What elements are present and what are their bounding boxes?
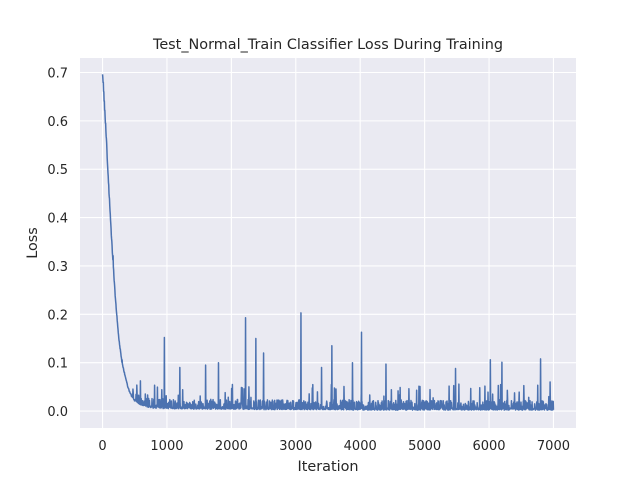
x-tick-label: 2000	[215, 439, 248, 454]
tick-labels: 0 1000 2000 3000 4000 5000 6000 7000 0.0 0.1 0.2 0.…	[47, 67, 570, 454]
grid	[80, 58, 576, 428]
x-axis-label: Iteration	[297, 459, 358, 475]
y-tick-label: 0.7	[47, 67, 68, 82]
y-tick-label: 0.6	[47, 115, 68, 130]
y-tick-label: 0.1	[47, 357, 68, 372]
loss-series-line	[101, 74, 555, 411]
data-layer	[101, 74, 555, 411]
x-tick-label: 6000	[472, 439, 505, 454]
y-tick-label: 0.5	[47, 163, 68, 178]
y-tick-label: 0.2	[47, 308, 68, 323]
y-tick-label: 0.3	[47, 260, 68, 275]
x-tick-label: 1000	[150, 439, 183, 454]
x-tick-label: 4000	[344, 439, 377, 454]
x-tick-label: 3000	[279, 439, 312, 454]
y-tick-label: 0.4	[47, 212, 68, 227]
plot-area	[80, 58, 576, 428]
x-tick-label: 7000	[537, 439, 570, 454]
chart-title: Test_Normal_Train Classifier Loss During…	[152, 37, 503, 53]
x-tick-label: 5000	[408, 439, 441, 454]
y-tick-label: 0.0	[47, 405, 68, 420]
x-tick-label: 0	[98, 439, 106, 454]
y-axis-label: Loss	[25, 227, 41, 259]
